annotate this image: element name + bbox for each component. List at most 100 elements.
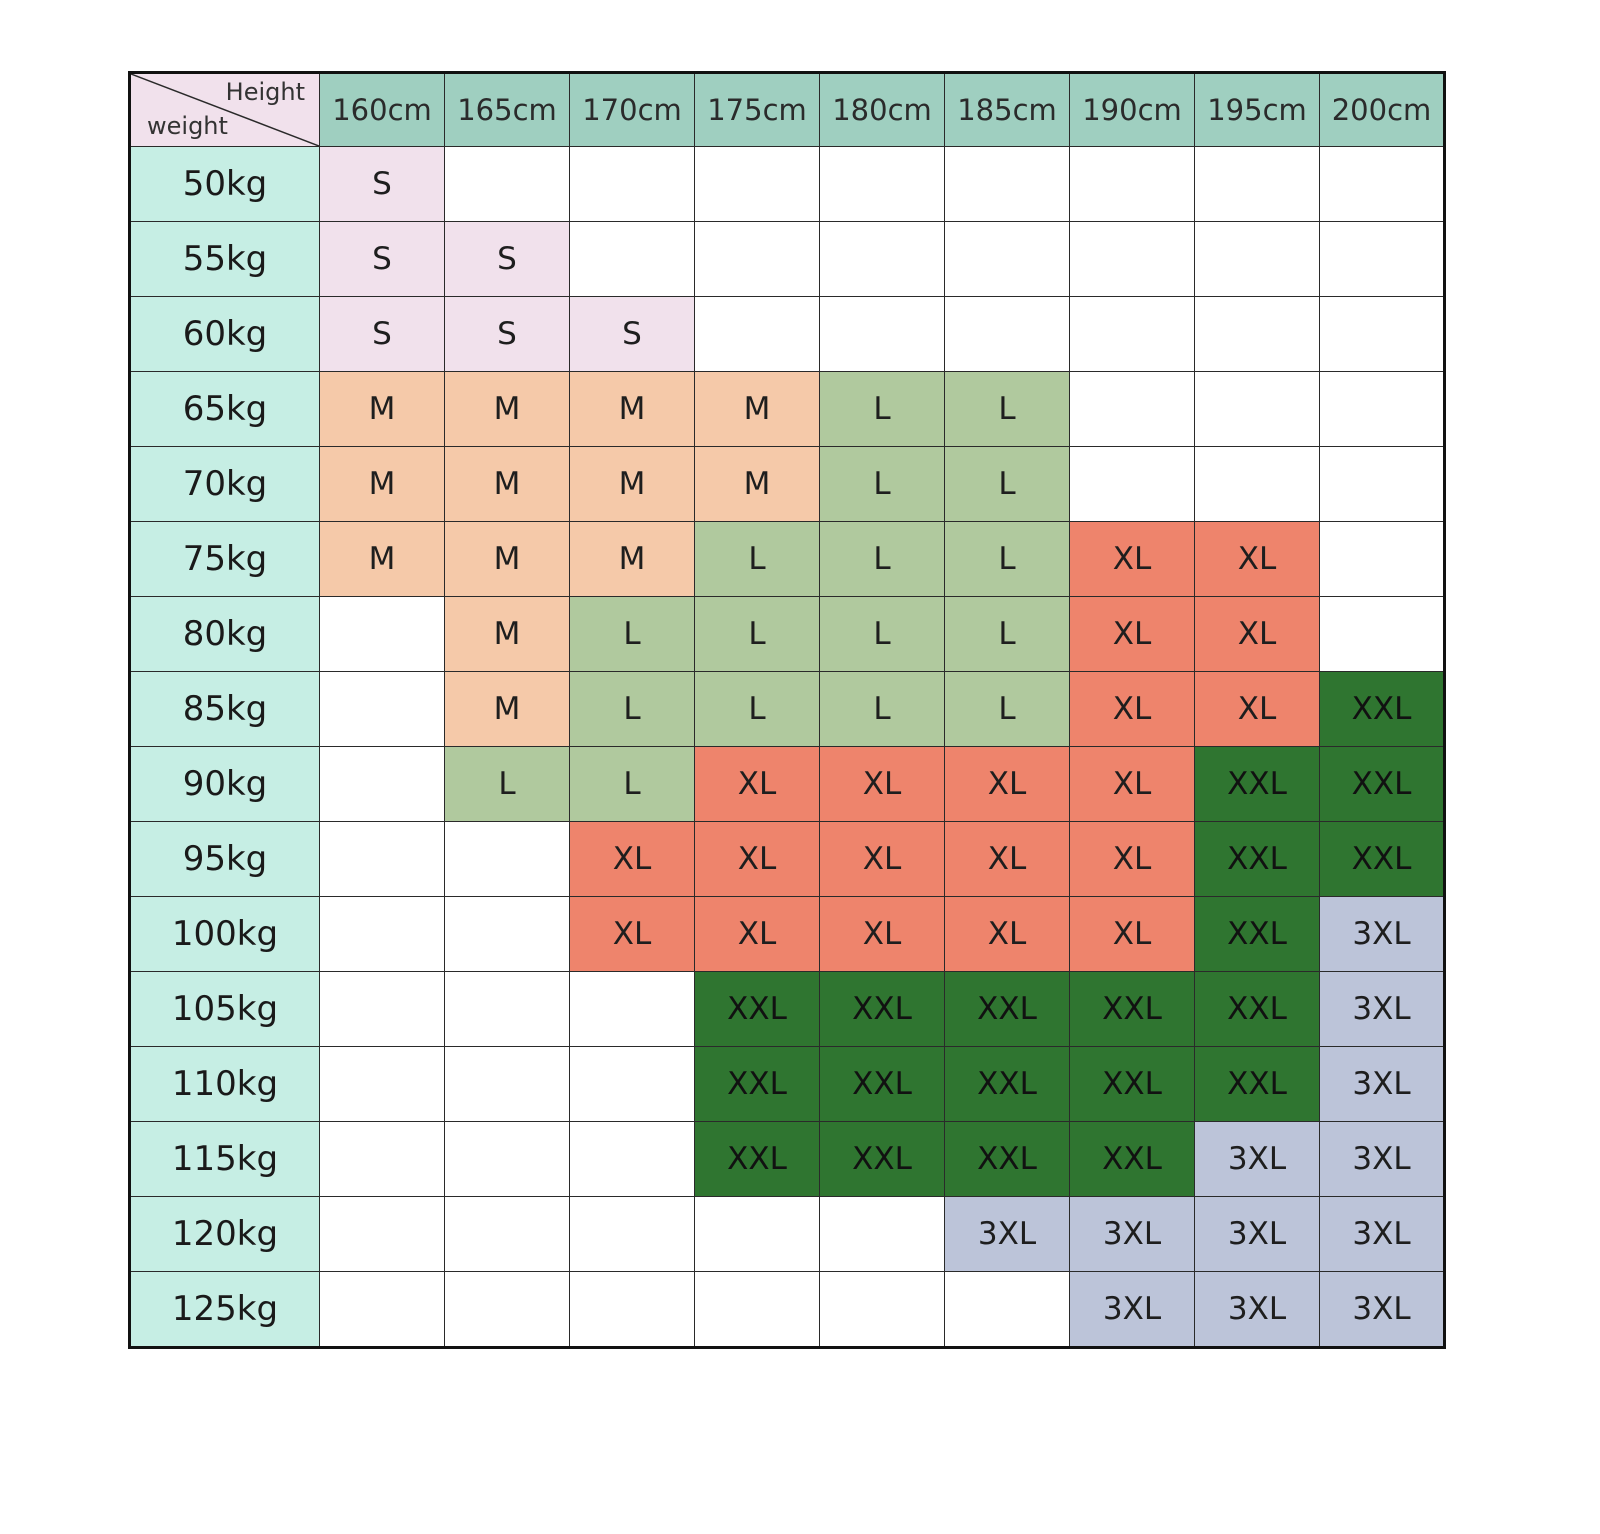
size-cell: XXL: [694, 971, 820, 1047]
size-cell: XXL: [819, 1121, 945, 1197]
weight-header: 65kg: [129, 371, 320, 447]
size-cell: M: [444, 446, 570, 522]
empty-cell: [694, 146, 820, 222]
size-cell: 3XL: [1319, 1121, 1445, 1197]
size-cell: 3XL: [1194, 1196, 1320, 1272]
size-cell: XL: [569, 821, 695, 897]
table-row: 75kg M M M L L L XL XL: [129, 521, 1445, 597]
size-cell: S: [444, 221, 570, 297]
size-cell: L: [569, 596, 695, 672]
size-cell: XL: [944, 821, 1070, 897]
height-header: 170cm: [569, 72, 695, 147]
size-cell: 3XL: [1194, 1121, 1320, 1197]
size-cell: L: [694, 521, 820, 597]
empty-cell: [944, 1271, 1070, 1348]
weight-axis-label: weight: [147, 112, 228, 140]
empty-cell: [944, 146, 1070, 222]
size-cell: XXL: [1069, 1121, 1195, 1197]
empty-cell: [569, 1196, 695, 1272]
height-header: 160cm: [319, 72, 445, 147]
corner-cell: Height weight: [129, 72, 320, 147]
empty-cell: [444, 896, 570, 972]
weight-header: 120kg: [129, 1196, 320, 1272]
empty-cell: [319, 1121, 445, 1197]
size-cell: XXL: [1319, 671, 1445, 747]
size-cell: S: [319, 146, 445, 222]
empty-cell: [944, 296, 1070, 372]
empty-cell: [569, 1271, 695, 1348]
weight-header: 80kg: [129, 596, 320, 672]
empty-cell: [694, 1196, 820, 1272]
size-cell: XL: [819, 821, 945, 897]
size-cell: L: [569, 746, 695, 822]
size-cell: XXL: [1194, 821, 1320, 897]
table-row: 95kg XL XL XL XL XL XXL XXL: [129, 821, 1445, 897]
size-cell: XL: [1069, 596, 1195, 672]
table-row: 85kg M L L L L XL XL XXL: [129, 671, 1445, 747]
table-row: 125kg 3XL 3XL 3XL: [129, 1271, 1445, 1348]
size-cell: M: [444, 596, 570, 672]
weight-header: 55kg: [129, 221, 320, 297]
weight-header: 105kg: [129, 971, 320, 1047]
table-row: 55kg S S: [129, 221, 1445, 297]
size-cell: 3XL: [1319, 971, 1445, 1047]
empty-cell: [819, 296, 945, 372]
size-cell: XL: [1194, 596, 1320, 672]
height-header: 165cm: [444, 72, 570, 147]
size-cell: XL: [1194, 521, 1320, 597]
size-cell: 3XL: [1319, 1271, 1445, 1348]
table-row: 105kg XXL XXL XXL XXL XXL 3XL: [129, 971, 1445, 1047]
size-chart-table: Height weight 160cm 165cm 170cm 175cm 18…: [128, 71, 1446, 1349]
height-header-row: Height weight 160cm 165cm 170cm 175cm 18…: [129, 72, 1445, 147]
empty-cell: [819, 1271, 945, 1348]
weight-header: 95kg: [129, 821, 320, 897]
empty-cell: [1069, 221, 1195, 297]
empty-cell: [444, 821, 570, 897]
empty-cell: [1319, 146, 1445, 222]
empty-cell: [1194, 446, 1320, 522]
empty-cell: [319, 671, 445, 747]
size-cell: M: [319, 521, 445, 597]
weight-header: 90kg: [129, 746, 320, 822]
weight-header: 110kg: [129, 1046, 320, 1122]
empty-cell: [1319, 221, 1445, 297]
empty-cell: [319, 596, 445, 672]
size-cell: XL: [819, 746, 945, 822]
size-cell: 3XL: [1069, 1196, 1195, 1272]
table-row: 70kg M M M M L L: [129, 446, 1445, 522]
size-cell: XL: [1069, 821, 1195, 897]
size-cell: M: [569, 371, 695, 447]
size-cell: XXL: [819, 971, 945, 1047]
empty-cell: [1069, 296, 1195, 372]
empty-cell: [444, 1271, 570, 1348]
empty-cell: [1069, 146, 1195, 222]
empty-cell: [319, 1196, 445, 1272]
table-row: 50kg S: [129, 146, 1445, 222]
empty-cell: [444, 1196, 570, 1272]
height-header: 180cm: [819, 72, 945, 147]
height-header: 175cm: [694, 72, 820, 147]
empty-cell: [694, 296, 820, 372]
size-cell: M: [694, 371, 820, 447]
size-cell: L: [944, 446, 1070, 522]
height-header: 200cm: [1319, 72, 1445, 147]
table-row: 115kg XXL XXL XXL XXL 3XL 3XL: [129, 1121, 1445, 1197]
weight-header: 100kg: [129, 896, 320, 972]
size-cell: 3XL: [1194, 1271, 1320, 1348]
empty-cell: [1319, 596, 1445, 672]
size-cell: 3XL: [944, 1196, 1070, 1272]
empty-cell: [1194, 221, 1320, 297]
size-cell: XXL: [1069, 971, 1195, 1047]
size-cell: L: [569, 671, 695, 747]
empty-cell: [1069, 371, 1195, 447]
table-row: 65kg M M M M L L: [129, 371, 1445, 447]
size-cell: L: [819, 446, 945, 522]
size-cell: XXL: [694, 1121, 820, 1197]
size-cell: XXL: [1319, 821, 1445, 897]
size-cell: 3XL: [1069, 1271, 1195, 1348]
empty-cell: [1319, 296, 1445, 372]
size-cell: S: [444, 296, 570, 372]
size-cell: XL: [1194, 671, 1320, 747]
size-cell: XXL: [944, 1046, 1070, 1122]
size-cell: XL: [569, 896, 695, 972]
